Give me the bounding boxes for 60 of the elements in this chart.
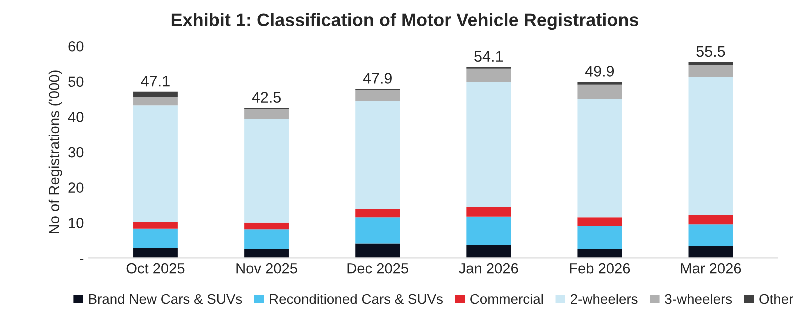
total-label: 55.5 (696, 46, 726, 58)
x-tick-label: Mar 2026 (681, 263, 742, 274)
legend-label: Brand New Cars & SUVs (89, 294, 242, 304)
bar (356, 244, 400, 258)
x-tick-label: Oct 2025 (126, 263, 185, 274)
total-label: 49.9 (585, 66, 614, 77)
bar (578, 99, 622, 218)
y-tick-label: 60 (68, 41, 84, 52)
y-tick-label: - (80, 259, 84, 260)
bar (244, 119, 289, 223)
total-label: 47.1 (141, 76, 170, 87)
bar (688, 224, 734, 247)
total-label: 47.9 (363, 73, 392, 84)
legend-label: Other (760, 294, 794, 304)
bar (134, 98, 178, 106)
bar (134, 106, 178, 222)
bar (466, 245, 512, 258)
y-tick-label: 30 (68, 147, 84, 158)
y-axis-title: No of Registrations ('000) (48, 70, 62, 234)
bar (356, 209, 400, 218)
legend-label: 3-wheelers (665, 294, 732, 304)
legend-label: Reconditioned Cars & SUVs (270, 294, 443, 304)
bar (466, 68, 512, 82)
bar (134, 92, 178, 98)
total-label: 42.5 (252, 92, 282, 103)
bar (578, 84, 622, 100)
bar (244, 230, 289, 249)
bar (466, 82, 512, 208)
x-tick-label: Nov 2025 (236, 263, 298, 274)
total-label: 54.1 (474, 51, 503, 62)
y-tick-label: 40 (68, 112, 84, 122)
bar (244, 109, 289, 120)
bar (356, 101, 400, 210)
bar (134, 222, 178, 229)
bar (244, 222, 289, 230)
bar (244, 249, 289, 258)
bar (688, 77, 734, 216)
y-tick-label: 20 (68, 182, 84, 193)
bar (688, 215, 734, 225)
bar (578, 226, 622, 250)
x-tick-label: Dec 2025 (348, 263, 408, 274)
bar (466, 207, 512, 217)
x-tick-label: Jan 2026 (459, 263, 518, 274)
chart-title: Exhibit 1: Classification of Motor Vehicle Registrations (172, 13, 639, 30)
bar (134, 248, 178, 258)
y-tick-label: 50 (68, 76, 84, 88)
bar (134, 228, 178, 248)
bar (688, 65, 734, 78)
x-tick-label: Feb 2026 (570, 263, 630, 274)
bar (578, 218, 622, 226)
bar (466, 216, 512, 246)
bar (578, 249, 622, 258)
bar (578, 82, 622, 85)
bar (356, 90, 400, 102)
bar (356, 218, 400, 244)
bar (688, 246, 734, 258)
legend-label: Commercial (470, 294, 544, 304)
legend-label: 2-wheelers (571, 294, 638, 304)
y-tick-label: 10 (69, 218, 84, 228)
bar (688, 62, 734, 66)
